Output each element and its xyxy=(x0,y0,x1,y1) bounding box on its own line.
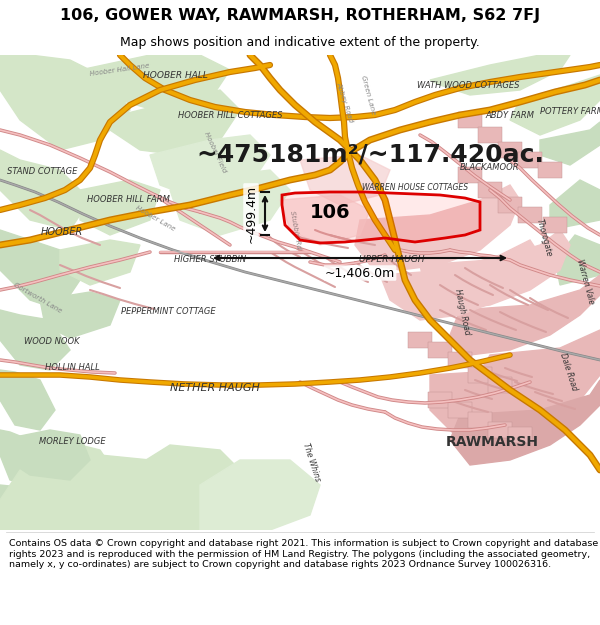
Text: Hoober Lane: Hoober Lane xyxy=(134,204,176,232)
Polygon shape xyxy=(110,90,240,155)
Polygon shape xyxy=(420,230,570,310)
Text: Contains OS data © Crown copyright and database right 2021. This information is : Contains OS data © Crown copyright and d… xyxy=(9,539,598,569)
Bar xyxy=(518,207,542,223)
Text: HOOBER HILL COTTAGES: HOOBER HILL COTTAGES xyxy=(178,111,282,119)
Polygon shape xyxy=(50,455,180,530)
Bar xyxy=(408,332,432,348)
Text: Abbey Road: Abbey Road xyxy=(335,81,355,123)
Text: WATH WOOD COTTAGES: WATH WOOD COTTAGES xyxy=(417,81,519,89)
Polygon shape xyxy=(170,170,290,235)
Bar xyxy=(428,342,452,358)
Text: Dale Road: Dale Road xyxy=(557,352,578,392)
Bar xyxy=(468,412,492,428)
Polygon shape xyxy=(355,185,520,270)
Bar xyxy=(448,402,472,418)
Bar xyxy=(508,427,532,443)
Text: MORLEY LODGE: MORLEY LODGE xyxy=(38,438,106,446)
Polygon shape xyxy=(540,122,600,165)
Bar xyxy=(543,217,567,233)
Text: HIGHER STUBBIN: HIGHER STUBBIN xyxy=(174,256,246,264)
Polygon shape xyxy=(0,310,70,370)
Polygon shape xyxy=(280,195,370,245)
Polygon shape xyxy=(510,75,600,135)
Text: HOOBER HILL FARM: HOOBER HILL FARM xyxy=(86,196,169,204)
Text: Green Lane: Green Lane xyxy=(360,75,376,115)
Bar xyxy=(518,152,542,168)
Polygon shape xyxy=(475,330,600,400)
Text: The Whins: The Whins xyxy=(302,442,322,483)
Polygon shape xyxy=(550,180,600,230)
Text: NETHER HAUGH: NETHER HAUGH xyxy=(170,383,260,393)
Text: BLACKAMOOR: BLACKAMOOR xyxy=(460,164,520,172)
Text: RAWMARSH: RAWMARSH xyxy=(445,435,539,449)
Text: 106, GOWER WAY, RAWMARSH, ROTHERHAM, S62 7FJ: 106, GOWER WAY, RAWMARSH, ROTHERHAM, S62… xyxy=(60,8,540,23)
Text: HOLLIN HALL: HOLLIN HALL xyxy=(44,364,100,372)
Bar xyxy=(458,112,482,128)
Polygon shape xyxy=(282,192,480,243)
Text: HOOBER HALL: HOOBER HALL xyxy=(143,71,208,79)
Text: UPPER HAUGH: UPPER HAUGH xyxy=(359,256,425,264)
Polygon shape xyxy=(0,440,120,530)
Text: ABDY FARM: ABDY FARM xyxy=(485,111,535,119)
Polygon shape xyxy=(150,135,270,200)
Bar xyxy=(498,142,522,158)
Bar xyxy=(488,377,512,393)
Polygon shape xyxy=(130,445,250,530)
Text: WOOD NOOK: WOOD NOOK xyxy=(24,338,80,346)
Bar xyxy=(458,167,482,183)
Text: Map shows position and indicative extent of the property.: Map shows position and indicative extent… xyxy=(120,36,480,49)
Text: Thorogate: Thorogate xyxy=(535,218,553,258)
Polygon shape xyxy=(0,370,55,430)
Text: Stubbin Rd: Stubbin Rd xyxy=(289,211,301,249)
Text: HOOBER: HOOBER xyxy=(41,227,83,237)
Polygon shape xyxy=(450,275,600,355)
Text: WARREN HOUSE COTTAGES: WARREN HOUSE COTTAGES xyxy=(362,184,468,192)
Text: 106: 106 xyxy=(310,202,350,221)
Text: Hoober Field: Hoober Field xyxy=(203,131,227,173)
Bar xyxy=(428,392,452,408)
Polygon shape xyxy=(0,430,90,480)
Polygon shape xyxy=(450,380,600,465)
Text: POTTERY FARM: POTTERY FARM xyxy=(540,107,600,116)
Polygon shape xyxy=(0,55,130,150)
Text: Warren Vale: Warren Vale xyxy=(575,259,595,306)
Polygon shape xyxy=(80,55,230,115)
Text: ~475181m²/~117.420ac.: ~475181m²/~117.420ac. xyxy=(196,143,544,167)
Text: Haugh Road: Haugh Road xyxy=(453,288,471,336)
Bar xyxy=(478,182,502,198)
Bar xyxy=(488,422,512,438)
Polygon shape xyxy=(300,155,390,205)
Polygon shape xyxy=(40,292,120,338)
Polygon shape xyxy=(60,240,140,285)
Bar xyxy=(498,197,522,213)
Polygon shape xyxy=(0,430,45,485)
Bar xyxy=(468,367,492,383)
Polygon shape xyxy=(0,150,90,230)
Polygon shape xyxy=(380,240,540,320)
Polygon shape xyxy=(430,340,600,440)
Polygon shape xyxy=(0,230,80,310)
Bar xyxy=(478,127,502,143)
Text: PEPPERMINT COTTAGE: PEPPERMINT COTTAGE xyxy=(121,308,215,316)
Text: STAND COTTAGE: STAND COTTAGE xyxy=(7,168,77,176)
Bar xyxy=(448,352,472,368)
Text: Hoober Hall Lane: Hoober Hall Lane xyxy=(90,63,150,77)
Text: Gortworth Lane: Gortworth Lane xyxy=(13,282,63,314)
Polygon shape xyxy=(200,460,320,530)
Bar xyxy=(538,162,562,178)
Polygon shape xyxy=(0,485,35,530)
Polygon shape xyxy=(430,55,570,95)
Polygon shape xyxy=(80,180,160,235)
Text: ~1,406.0m: ~1,406.0m xyxy=(325,266,395,279)
Text: ~499.4m: ~499.4m xyxy=(245,184,257,242)
Polygon shape xyxy=(555,235,600,285)
